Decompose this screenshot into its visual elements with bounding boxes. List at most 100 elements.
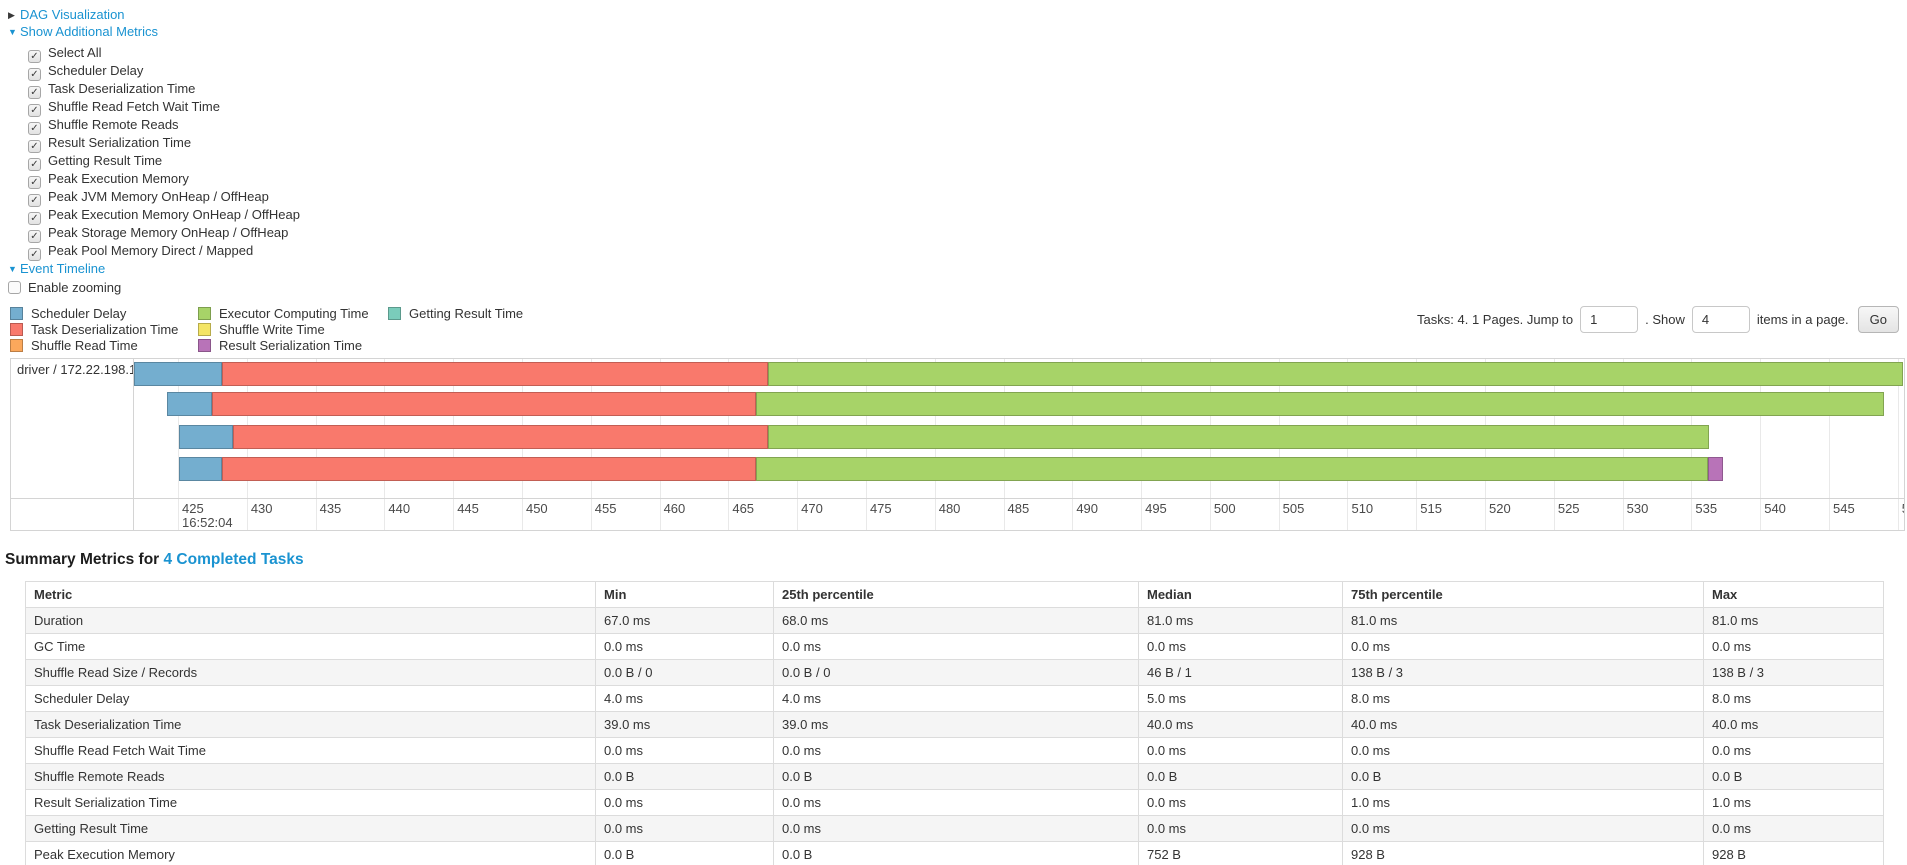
metric-checkbox-label: Task Deserialization Time xyxy=(48,81,196,96)
metric-value-cell: 68.0 ms xyxy=(773,607,1139,634)
legend-item: Shuffle Write Time xyxy=(198,322,388,337)
metric-value-cell: 0.0 B xyxy=(595,841,774,865)
metric-checkbox[interactable]: ✓ xyxy=(28,122,41,135)
task-bar-segment-executor-computing[interactable] xyxy=(755,457,1708,481)
axis-gridline xyxy=(1416,499,1418,530)
metric-value-cell: 81.0 ms xyxy=(1138,607,1343,634)
task-bar-segment-scheduler-delay[interactable] xyxy=(179,457,223,481)
show-additional-metrics-link[interactable]: Show Additional Metrics xyxy=(20,24,159,39)
task-bar-segment-scheduler-delay[interactable] xyxy=(179,425,234,449)
metric-checkbox-item: ✓ Peak Execution Memory OnHeap / OffHeap xyxy=(28,206,1907,225)
axis-gridline xyxy=(1347,499,1349,530)
event-timeline-chart: driver / 172.22.198.104 4254304354404454… xyxy=(10,358,1905,531)
legend-item: Executor Computing Time xyxy=(198,306,388,321)
metric-value-cell: 0.0 ms xyxy=(595,789,774,816)
metric-checkbox[interactable]: ✓ xyxy=(28,194,41,207)
axis-gridline xyxy=(728,499,730,530)
axis-tick-label: 465 xyxy=(732,501,755,516)
metric-checkbox[interactable]: ✓ xyxy=(28,212,41,225)
axis-gridline xyxy=(1760,359,1762,498)
getting-result-swatch-icon xyxy=(388,307,401,320)
event-timeline-link[interactable]: Event Timeline xyxy=(20,261,106,276)
timeline-axis-area: 425 430 435 440 445 450 455 460 465 470 475 480 485 4… xyxy=(134,499,1904,530)
metric-checkbox[interactable]: ✓ xyxy=(28,140,41,153)
metric-value-cell: 0.0 ms xyxy=(1138,815,1343,842)
result-serialization-swatch-icon xyxy=(198,339,211,352)
metric-value-cell: 752 B xyxy=(1138,841,1343,865)
legend-item: Shuffle Read Time xyxy=(10,338,198,353)
metric-value-cell: 0.0 B xyxy=(1703,763,1884,790)
metric-value-cell: 1.0 ms xyxy=(1342,789,1704,816)
task-bar-segment-task-deserialization[interactable] xyxy=(222,362,769,386)
axis-tick-label: 520 xyxy=(1489,501,1511,516)
metric-value-cell: 1.0 ms xyxy=(1703,789,1884,816)
dag-visualization-link[interactable]: DAG Visualization xyxy=(20,7,125,22)
task-deserialization-swatch-icon xyxy=(10,323,23,336)
metric-value-cell: 39.0 ms xyxy=(595,711,774,738)
task-bar-segment-executor-computing[interactable] xyxy=(755,392,1885,416)
metric-checkbox[interactable]: ✓ xyxy=(28,176,41,189)
metric-name-cell: Task Deserialization Time xyxy=(25,711,596,738)
metric-value-cell: 0.0 ms xyxy=(1342,737,1704,764)
items-per-page-input[interactable] xyxy=(1691,306,1750,333)
metric-name-cell: Peak Execution Memory xyxy=(25,841,596,865)
metric-checkbox[interactable]: ✓ xyxy=(28,50,41,63)
enable-zooming-checkbox[interactable] xyxy=(8,281,21,294)
metric-value-cell: 0.0 ms xyxy=(773,633,1139,660)
metric-checkbox[interactable]: ✓ xyxy=(28,248,41,261)
task-bar-segment-executor-computing[interactable] xyxy=(768,425,1710,449)
dag-visualization-toggle[interactable]: ▶ DAG Visualization xyxy=(0,7,1907,23)
task-bar-segment-task-deserialization[interactable] xyxy=(222,457,756,481)
axis-gridline xyxy=(865,499,867,530)
axis-tick-label: 445 xyxy=(457,501,479,516)
metric-checkbox-item: ✓ Select All xyxy=(28,44,1907,63)
table-row: Shuffle Remote Reads 0.0 B 0.0 B 0.0 B 0.0 B… xyxy=(25,763,1884,790)
metric-name-cell: Shuffle Read Size / Records xyxy=(25,659,596,686)
table-row: GC Time 0.0 ms 0.0 ms 0.0 ms 0.0 ms 0.0 ms xyxy=(25,633,1884,660)
column-header: Metric xyxy=(25,581,596,608)
task-bar-segment-scheduler-delay[interactable] xyxy=(134,362,223,386)
metric-value-cell: 8.0 ms xyxy=(1342,685,1704,712)
metric-checkbox-item: ✓ Peak Execution Memory xyxy=(28,170,1907,189)
axis-gridline xyxy=(1897,499,1899,530)
table-row: Scheduler Delay 4.0 ms 4.0 ms 5.0 ms 8.0 ms 8… xyxy=(25,685,1884,712)
metric-value-cell: 928 B xyxy=(1342,841,1704,865)
axis-tick-label: 525 xyxy=(1557,501,1580,516)
metric-value-cell: 138 B / 3 xyxy=(1342,659,1704,686)
axis-tick-label: 440 xyxy=(388,501,411,516)
task-bar-segment-result-serialization[interactable] xyxy=(1707,457,1724,481)
task-bar-segment-scheduler-delay[interactable] xyxy=(167,392,213,416)
show-additional-metrics-toggle[interactable]: ▼ Show Additional Metrics xyxy=(0,24,1907,40)
table-row: Shuffle Read Size / Records 0.0 B / 0 0.0 … xyxy=(25,659,1884,686)
axis-time-label: 16:52:04 xyxy=(182,515,233,530)
axis-gridline xyxy=(1829,499,1831,530)
axis-tick-label: 540 xyxy=(1764,501,1786,516)
metric-name-cell: GC Time xyxy=(25,633,596,660)
task-bar-segment-task-deserialization[interactable] xyxy=(212,392,756,416)
task-bar-segment-executor-computing[interactable] xyxy=(768,362,1904,386)
axis-tick-label: 435 xyxy=(319,501,342,516)
table-row: Result Serialization Time 0.0 ms 0.0 ms 0.0… xyxy=(25,789,1884,816)
task-bar-segment-task-deserialization[interactable] xyxy=(233,425,769,449)
event-timeline-toggle[interactable]: ▼ Event Timeline xyxy=(0,261,1907,277)
metric-checkbox-item: ✓ Result Serialization Time xyxy=(28,134,1907,153)
metric-checkbox[interactable]: ✓ xyxy=(28,158,41,171)
axis-tick-label: 455 xyxy=(594,501,617,516)
metric-checkbox[interactable]: ✓ xyxy=(28,230,41,243)
metric-checkbox-item: ✓ Scheduler Delay xyxy=(28,62,1907,81)
metric-value-cell: 0.0 B / 0 xyxy=(595,659,774,686)
go-button[interactable]: Go xyxy=(1857,306,1899,333)
summary-table-header-row: Metric Min 25th percentile Median 75th perce… xyxy=(25,581,1884,608)
jump-to-page-input[interactable] xyxy=(1580,306,1639,333)
metric-checkbox[interactable]: ✓ xyxy=(28,68,41,81)
metric-checkbox[interactable]: ✓ xyxy=(28,86,41,99)
timeline-plot-area[interactable] xyxy=(134,359,1904,498)
completed-tasks-link[interactable]: 4 Completed Tasks xyxy=(163,551,304,568)
metric-value-cell: 4.0 ms xyxy=(595,685,774,712)
axis-gridline xyxy=(315,499,317,530)
timeline-body: driver / 172.22.198.104 xyxy=(11,359,1904,498)
axis-gridline xyxy=(1209,499,1211,530)
metric-value-cell: 5.0 ms xyxy=(1138,685,1343,712)
metric-checkbox[interactable]: ✓ xyxy=(28,104,41,117)
